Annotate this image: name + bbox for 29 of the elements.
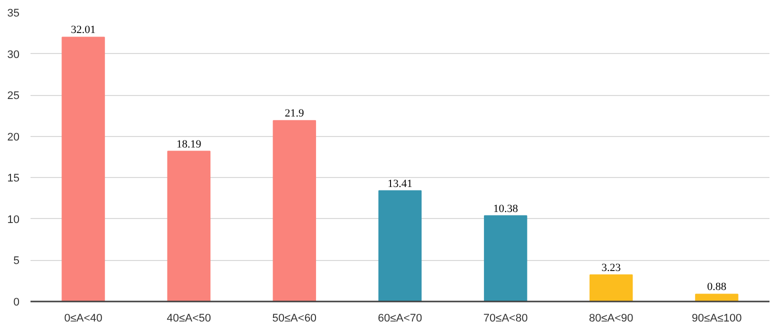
y-tick-label: 5 [13, 255, 20, 268]
x-tick-label: 50≤A<60 [272, 312, 317, 324]
bar [272, 120, 316, 302]
bar [590, 274, 633, 302]
bar [695, 294, 738, 302]
x-tick-label: 90≤A≤100 [692, 312, 742, 324]
y-tick-label: 20 [7, 131, 20, 144]
y-tick-label: 0 [13, 296, 20, 308]
y-tick-label: 10 [7, 214, 20, 226]
y-tick-label: 15 [7, 172, 20, 185]
data-label: 0.88 [707, 281, 727, 294]
bar [484, 215, 528, 302]
y-tick-label: 25 [7, 90, 20, 102]
data-label: 18.19 [176, 138, 202, 150]
y-tick-label: 35 [7, 8, 20, 20]
bar [167, 150, 210, 302]
x-tick-label: 40≤A<50 [166, 312, 212, 324]
data-label: 13.41 [388, 178, 412, 190]
x-tick-label: 80≤A<90 [589, 312, 634, 324]
y-tick-label: 30 [7, 48, 20, 61]
bar [378, 190, 422, 302]
x-tick-label: 0≤A<40 [64, 312, 102, 324]
data-label: 3.23 [602, 262, 622, 274]
data-label: 10.38 [493, 202, 518, 215]
x-tick-label: 60≤A<70 [378, 312, 422, 324]
bar [62, 36, 105, 302]
x-tick-label: 70≤A<80 [483, 312, 528, 324]
data-label: 32.01 [70, 24, 96, 36]
data-label: 21.9 [284, 108, 305, 120]
